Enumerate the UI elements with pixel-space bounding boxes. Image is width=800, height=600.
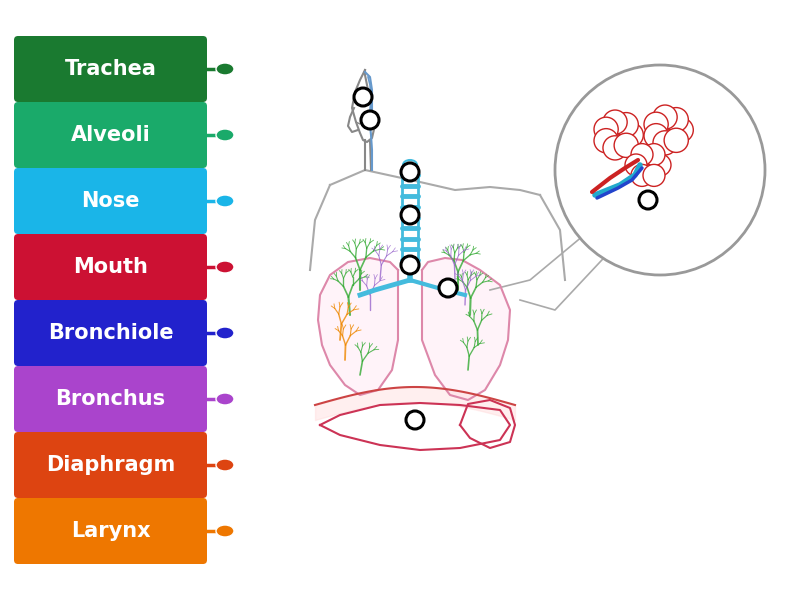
Ellipse shape: [216, 129, 234, 141]
Text: Bronchus: Bronchus: [55, 389, 166, 409]
Circle shape: [625, 154, 647, 176]
Circle shape: [439, 279, 457, 297]
Circle shape: [644, 112, 668, 136]
Circle shape: [653, 105, 677, 129]
Circle shape: [664, 128, 688, 152]
Circle shape: [401, 206, 419, 224]
Ellipse shape: [216, 63, 234, 75]
Text: Mouth: Mouth: [73, 257, 148, 277]
FancyBboxPatch shape: [14, 498, 207, 564]
FancyBboxPatch shape: [14, 234, 207, 300]
Circle shape: [614, 133, 638, 157]
Text: Alveoli: Alveoli: [70, 125, 150, 145]
Circle shape: [644, 124, 668, 148]
Text: Bronchiole: Bronchiole: [48, 323, 174, 343]
Circle shape: [639, 191, 657, 209]
Circle shape: [649, 154, 671, 176]
Polygon shape: [422, 258, 510, 400]
Circle shape: [664, 107, 688, 132]
Ellipse shape: [216, 525, 234, 537]
Text: Trachea: Trachea: [65, 59, 157, 79]
Circle shape: [614, 113, 638, 137]
Text: Larynx: Larynx: [70, 521, 150, 541]
Ellipse shape: [216, 195, 234, 207]
Circle shape: [594, 128, 618, 153]
Text: Diaphragm: Diaphragm: [46, 455, 175, 475]
Circle shape: [594, 117, 618, 142]
FancyBboxPatch shape: [14, 102, 207, 168]
Circle shape: [603, 136, 627, 160]
Circle shape: [354, 88, 372, 106]
Circle shape: [555, 65, 765, 275]
FancyBboxPatch shape: [14, 168, 207, 234]
Circle shape: [653, 131, 677, 155]
Circle shape: [631, 143, 653, 166]
Circle shape: [643, 143, 665, 166]
Circle shape: [669, 118, 694, 142]
Circle shape: [643, 164, 665, 187]
Ellipse shape: [216, 393, 234, 405]
FancyBboxPatch shape: [14, 432, 207, 498]
Circle shape: [401, 163, 419, 181]
Ellipse shape: [403, 160, 417, 170]
Circle shape: [406, 411, 424, 429]
Circle shape: [603, 110, 627, 134]
Ellipse shape: [216, 261, 234, 273]
Circle shape: [619, 123, 643, 147]
FancyBboxPatch shape: [14, 36, 207, 102]
Text: Nose: Nose: [82, 191, 140, 211]
Ellipse shape: [216, 459, 234, 471]
FancyBboxPatch shape: [14, 366, 207, 432]
Polygon shape: [318, 258, 398, 395]
Circle shape: [401, 256, 419, 274]
Ellipse shape: [216, 327, 234, 339]
FancyBboxPatch shape: [14, 300, 207, 366]
Circle shape: [361, 111, 379, 129]
Circle shape: [631, 164, 653, 187]
